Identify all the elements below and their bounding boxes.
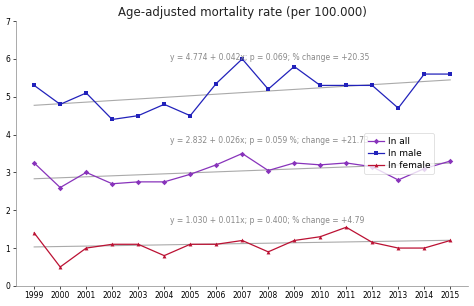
ln female <box>57 265 63 269</box>
ln male <box>109 118 115 121</box>
ln female <box>421 246 427 250</box>
Line: ln male: ln male <box>32 57 452 121</box>
ln all <box>31 161 37 165</box>
ln male <box>213 82 219 85</box>
ln female <box>136 242 141 246</box>
ln all <box>421 167 427 170</box>
ln male <box>239 57 245 61</box>
ln female <box>343 226 349 229</box>
ln all <box>369 165 375 169</box>
ln female <box>292 239 297 242</box>
ln female <box>395 246 401 250</box>
ln female <box>31 231 37 235</box>
ln all <box>187 173 193 176</box>
ln all <box>239 152 245 155</box>
ln all <box>83 170 89 174</box>
Line: ln all: ln all <box>32 151 452 189</box>
ln all <box>265 169 271 172</box>
ln female <box>213 242 219 246</box>
ln male <box>343 84 349 87</box>
ln male <box>31 84 37 87</box>
ln female <box>83 246 89 250</box>
ln female <box>161 254 167 257</box>
ln male <box>421 72 427 76</box>
ln male <box>292 65 297 68</box>
ln female <box>239 239 245 242</box>
ln male <box>318 84 323 87</box>
ln male <box>447 72 453 76</box>
ln female <box>265 250 271 254</box>
ln male <box>395 106 401 110</box>
Text: y = 1.030 + 0.011x; p = 0.400; % change = +4.79: y = 1.030 + 0.011x; p = 0.400; % change … <box>170 216 364 225</box>
ln all <box>161 180 167 184</box>
Text: y = 4.774 + 0.042x; p = 0.069; % change = +20.35: y = 4.774 + 0.042x; p = 0.069; % change … <box>170 53 369 62</box>
Title: Age-adjusted mortality rate (per 100.000): Age-adjusted mortality rate (per 100.000… <box>118 6 367 19</box>
ln male <box>161 103 167 106</box>
Text: y = 2.832 + 0.026x; p = 0.059 %; change = +21.73: y = 2.832 + 0.026x; p = 0.059 %; change … <box>170 136 369 145</box>
ln all <box>213 163 219 167</box>
ln female <box>187 242 193 246</box>
ln all <box>447 159 453 163</box>
ln male <box>57 103 63 106</box>
ln all <box>109 182 115 186</box>
ln all <box>57 186 63 189</box>
ln all <box>343 161 349 165</box>
ln male <box>265 87 271 91</box>
ln female <box>369 241 375 244</box>
ln male <box>136 114 141 118</box>
ln female <box>447 239 453 242</box>
ln female <box>318 235 323 239</box>
Legend: ln all, ln male, ln female: ln all, ln male, ln female <box>365 133 434 174</box>
ln all <box>292 161 297 165</box>
ln all <box>395 178 401 182</box>
ln all <box>318 163 323 167</box>
ln male <box>369 84 375 87</box>
ln all <box>136 180 141 184</box>
ln male <box>187 114 193 118</box>
ln female <box>109 242 115 246</box>
ln male <box>83 91 89 95</box>
Line: ln female: ln female <box>32 225 452 269</box>
